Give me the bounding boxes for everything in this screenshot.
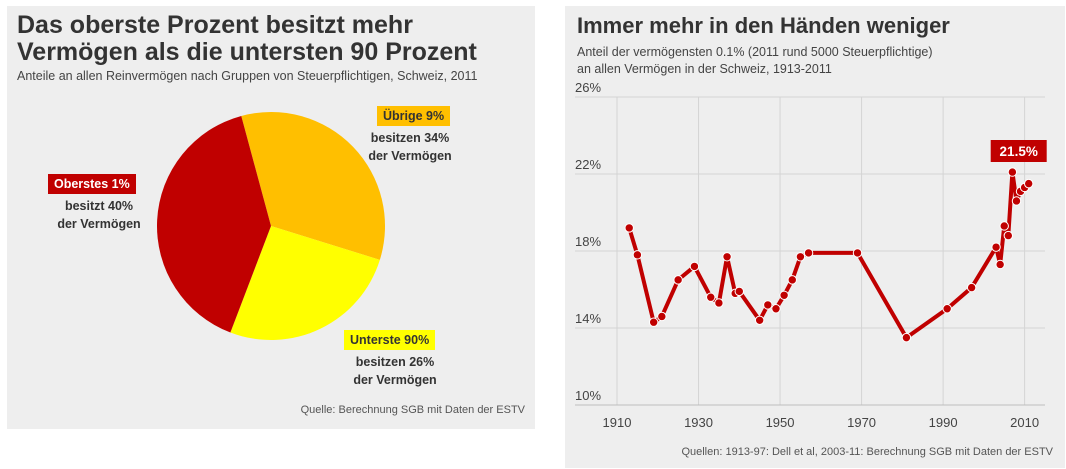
- data-point: [1003, 230, 1014, 241]
- x-tick-label: 1990: [929, 415, 958, 430]
- data-point: [787, 275, 797, 285]
- data-point: [966, 282, 977, 293]
- pie-slice-unterste: [230, 226, 380, 341]
- line-chart: 1910 1930 1950 1970 1990 2010 10% 14% 18% 22% 26% 2…: [575, 80, 1047, 430]
- y-tick-label: 14%: [575, 311, 601, 326]
- annotation-label: 21.5%: [1000, 144, 1038, 159]
- line-chart-subtitle-line1: Anteil der vermögensten 0.1% (2011 rund …: [577, 45, 933, 59]
- pie-chart-subtitle: Anteile an allen Reinvermögen nach Grupp…: [17, 69, 478, 83]
- series-line: [627, 170, 1031, 340]
- pie-desc-uebrige: besitzen 34% der Vermögen: [340, 130, 480, 165]
- data-point: [1023, 178, 1034, 189]
- pie-desc-unterste-line1: besitzen 26%: [355, 355, 435, 369]
- data-point: [734, 286, 744, 297]
- line-chart-source: Quellen: 1913-97: Dell et al, 2003-11: B…: [681, 446, 1053, 458]
- y-tick-label: 26%: [575, 80, 601, 95]
- pie-chart: [156, 111, 386, 341]
- data-point: [999, 221, 1009, 231]
- x-tick-label: 1930: [684, 415, 713, 430]
- annotation-box: [990, 140, 1047, 162]
- data-point: [657, 311, 667, 322]
- pie-desc-oberstes-line1: besitzt 40%: [64, 199, 134, 213]
- data-point: [852, 248, 863, 258]
- y-tick-label: 18%: [575, 234, 601, 249]
- data-point: [779, 290, 789, 300]
- pie-slice-oberstes: [156, 115, 271, 333]
- data-point: [706, 292, 716, 302]
- line-chart-subtitle-line2: an allen Vermögen in der Schweiz, 1913-2…: [577, 61, 832, 76]
- data-point: [901, 332, 912, 343]
- x-tick-label: 1970: [847, 415, 876, 430]
- data-point: [991, 242, 1001, 252]
- data-point: [632, 250, 643, 260]
- pie-desc-oberstes: besitzt 40% der Vermögen: [29, 198, 169, 233]
- data-point: [624, 223, 634, 233]
- pie-desc-uebrige-line1: besitzen 34%: [370, 131, 450, 145]
- data-point: [754, 315, 765, 325]
- data-point: [714, 298, 724, 308]
- x-tick-label: 1910: [603, 415, 632, 430]
- pie-label-unterste: Unterste 90%: [344, 330, 436, 350]
- data-point: [722, 252, 732, 262]
- pie-label-oberstes: Oberstes 1%: [48, 174, 136, 194]
- y-tick-label: 10%: [575, 388, 601, 403]
- data-point: [803, 248, 814, 258]
- data-point: [995, 259, 1005, 270]
- pie-label-uebrige: Übrige 9%: [377, 106, 451, 126]
- pie-desc-unterste: besitzen 26% der Vermögen: [325, 354, 465, 389]
- pie-chart-panel: Das oberste Prozent besitzt mehr Vermöge…: [7, 6, 535, 429]
- data-point: [673, 275, 683, 285]
- x-tick-label: 2010: [1010, 415, 1039, 430]
- pie-desc-uebrige-line2: der Vermögen: [368, 148, 452, 163]
- data-point: [689, 261, 700, 272]
- pie-chart-source: Quelle: Berechnung SGB mit Daten der EST…: [300, 404, 525, 416]
- data-point: [795, 252, 806, 262]
- line-chart-title: Immer mehr in den Händen weniger: [577, 13, 950, 38]
- data-point: [1007, 167, 1018, 177]
- line-chart-subtitle: Anteil der vermögensten 0.1% (2011 rund …: [577, 44, 1057, 78]
- data-point: [942, 304, 952, 314]
- line-chart-panel: Immer mehr in den Händen weniger Anteil …: [565, 6, 1065, 468]
- data-point: [1011, 196, 1022, 206]
- pie-desc-oberstes-line2: der Vermögen: [57, 216, 141, 231]
- data-point: [771, 304, 781, 314]
- pie-desc-unterste-line2: der Vermögen: [353, 372, 437, 387]
- pie-chart-title: Das oberste Prozent besitzt mehr Vermöge…: [17, 11, 477, 66]
- pie-slice-uebrige: [241, 111, 386, 260]
- data-point: [763, 300, 773, 310]
- x-tick-label: 1950: [766, 415, 795, 430]
- data-point: [648, 317, 659, 327]
- y-tick-label: 22%: [575, 157, 601, 172]
